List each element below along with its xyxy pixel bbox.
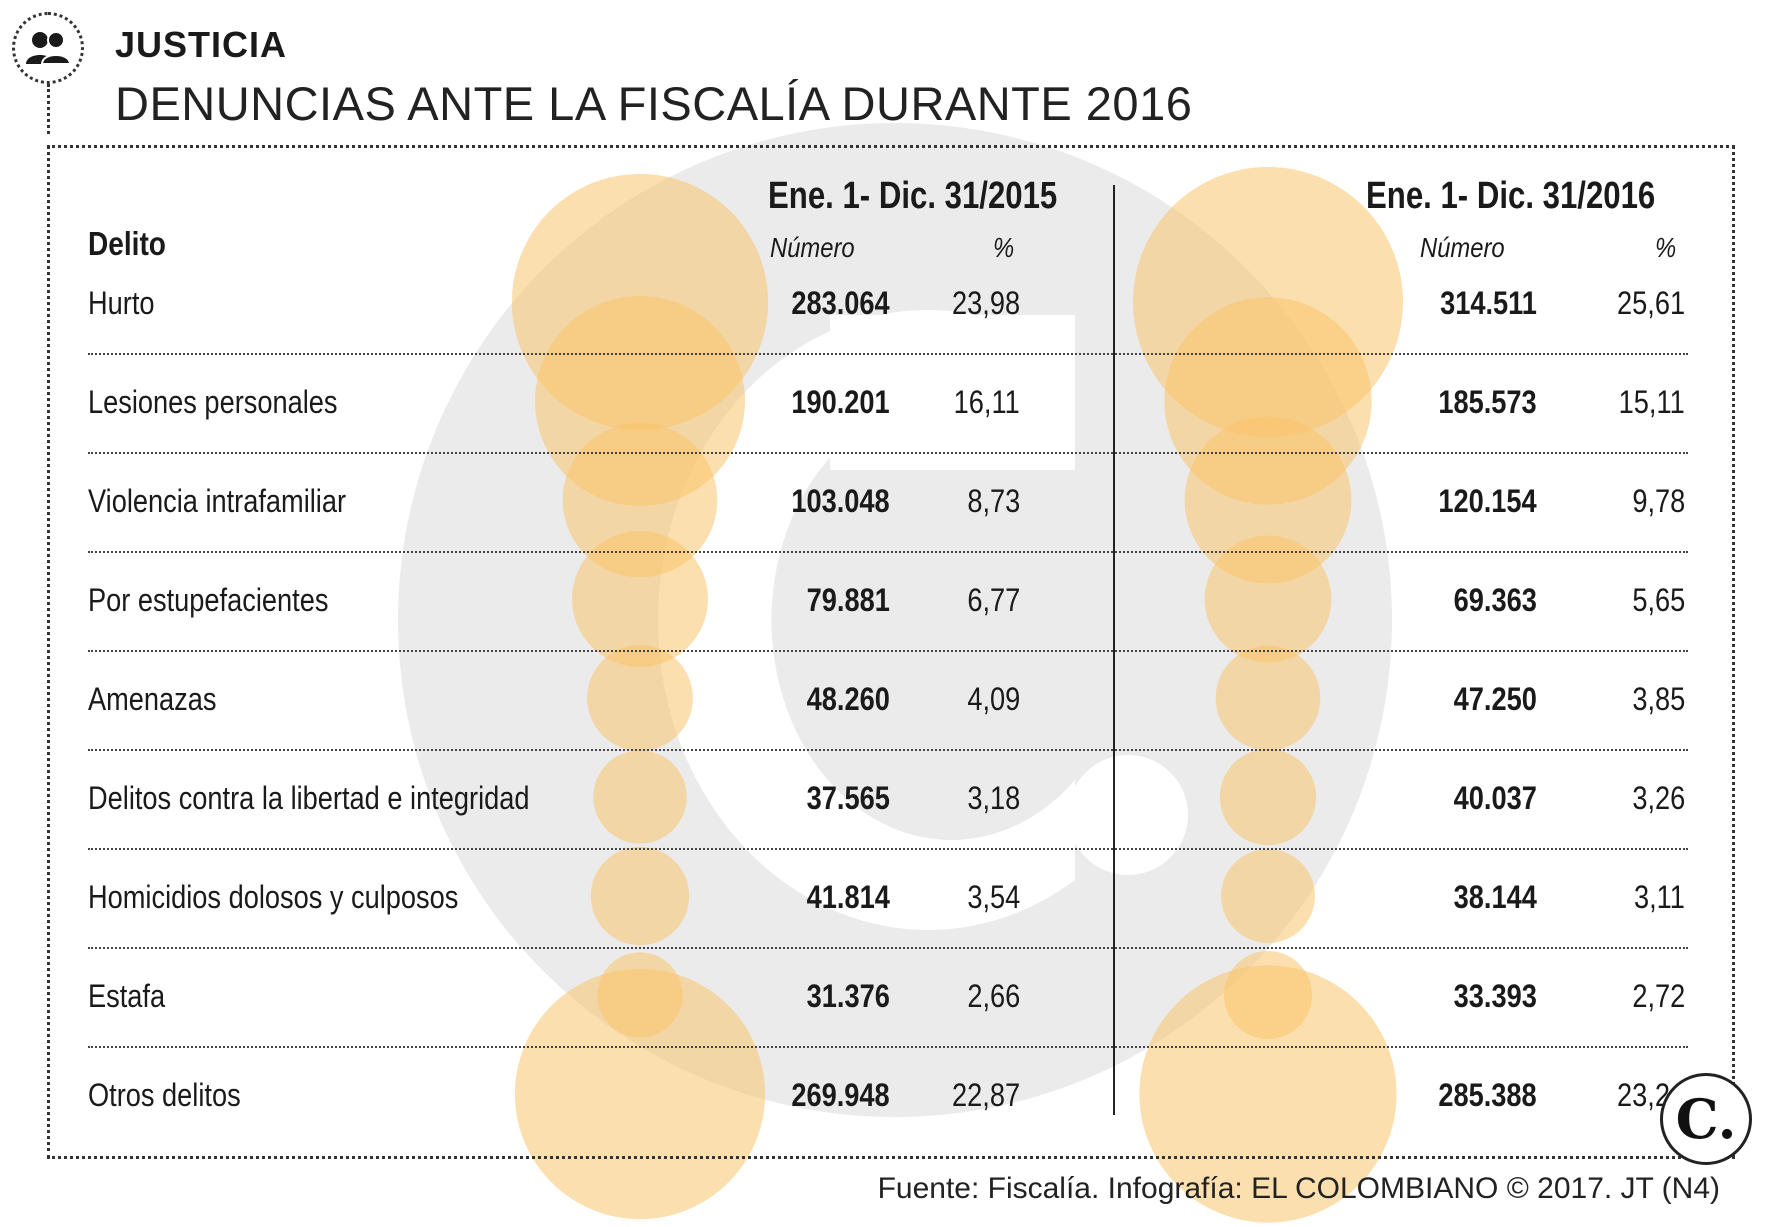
number-2016: 38.144: [1453, 879, 1537, 915]
bubble-2015-4: [587, 645, 693, 751]
row-label: Otros delitos: [88, 1077, 241, 1113]
percent-2016: 25,61: [1616, 285, 1685, 321]
table-frame: [47, 145, 1735, 1159]
row-label: Hurto: [88, 285, 155, 321]
bubble-2015-6: [590, 846, 690, 946]
percent-2016: 3,11: [1634, 879, 1685, 915]
number-2015: 31.376: [806, 978, 890, 1014]
row-separator: [88, 749, 1688, 751]
percent-2015: 6,77: [967, 582, 1020, 618]
number-header-2016: Número: [1420, 232, 1505, 263]
bubble-2015-5: [593, 750, 687, 844]
number-2015: 190.201: [791, 384, 890, 420]
column-divider: [1113, 185, 1115, 1115]
bubble-2015-2: [562, 422, 718, 578]
percent-2015: 3,18: [967, 780, 1020, 816]
column-header-delito: Delito: [88, 225, 166, 262]
number-2016: 285.388: [1438, 1077, 1537, 1113]
people-icon: [12, 12, 84, 84]
row-separator: [88, 452, 1688, 454]
number-2015: 48.260: [806, 681, 890, 717]
number-2015: 79.881: [806, 582, 890, 618]
number-2015: 269.948: [791, 1077, 890, 1113]
number-2015: 41.814: [806, 879, 890, 915]
row-label: Lesiones personales: [88, 384, 338, 420]
row-separator: [88, 947, 1688, 949]
row-label: Delitos contra la libertad e integridad: [88, 780, 530, 816]
number-2016: 33.393: [1453, 978, 1537, 1014]
percent-2015: 23,98: [951, 285, 1020, 321]
percent-2015: 3,54: [967, 879, 1020, 915]
bubble-2016-2: [1184, 416, 1352, 584]
source-credit: Fuente: Fiscalía. Infografía: EL COLOMBI…: [877, 1172, 1720, 1205]
number-2015: 283.064: [791, 285, 890, 321]
row-separator: [88, 848, 1688, 850]
bubble-2016-3: [1204, 535, 1332, 663]
percent-2016: 5,65: [1632, 582, 1685, 618]
number-2016: 185.573: [1438, 384, 1537, 420]
page-title: DENUNCIAS ANTE LA FISCALÍA DURANTE 2016: [115, 77, 1193, 130]
row-separator: [88, 650, 1688, 652]
number-2016: 314.511: [1440, 285, 1537, 321]
connector-line: [47, 84, 50, 134]
bubble-2015-3: [572, 531, 708, 667]
percent-2015: 2,66: [967, 978, 1020, 1014]
percent-2016: 15,11: [1618, 384, 1685, 420]
period-header-2016: Ene. 1- Dic. 31/2016: [1366, 175, 1656, 217]
row-separator: [88, 551, 1688, 553]
bubble-2016-4: [1215, 645, 1321, 751]
percent-2015: 4,09: [967, 681, 1020, 717]
row-label: Amenazas: [88, 681, 217, 717]
number-2015: 37.565: [806, 780, 890, 816]
row-label: Por estupefacientes: [88, 582, 329, 618]
el-colombiano-logo: C.: [1660, 1073, 1752, 1165]
percent-header-2015: %: [993, 232, 1015, 263]
row-label: Estafa: [88, 978, 166, 1014]
bubble-2016-5: [1219, 748, 1317, 846]
number-2016: 69.363: [1453, 582, 1537, 618]
percent-2016: 3,26: [1632, 780, 1685, 816]
percent-header-2016: %: [1655, 232, 1677, 263]
percent-2016: 3,85: [1632, 681, 1685, 717]
row-label: Violencia intrafamiliar: [88, 483, 347, 519]
percent-2015: 16,11: [953, 384, 1020, 420]
percent-2016: 9,78: [1632, 483, 1685, 519]
period-header-2015: Ene. 1- Dic. 31/2015: [768, 175, 1058, 217]
number-2016: 47.250: [1453, 681, 1537, 717]
number-header-2015: Número: [770, 232, 855, 263]
percent-2016: 2,72: [1632, 978, 1685, 1014]
percent-2015: 22,87: [951, 1077, 1020, 1113]
bubble-2016-6: [1221, 849, 1315, 943]
row-label: Homicidios dolosos y culposos: [88, 879, 459, 915]
percent-2015: 8,73: [967, 483, 1020, 519]
section-label: JUSTICIA: [115, 24, 288, 65]
number-2015: 103.048: [791, 483, 890, 519]
row-separator: [88, 353, 1688, 355]
number-2016: 40.037: [1453, 780, 1537, 816]
number-2016: 120.154: [1438, 483, 1537, 519]
row-separator: [88, 1046, 1688, 1048]
